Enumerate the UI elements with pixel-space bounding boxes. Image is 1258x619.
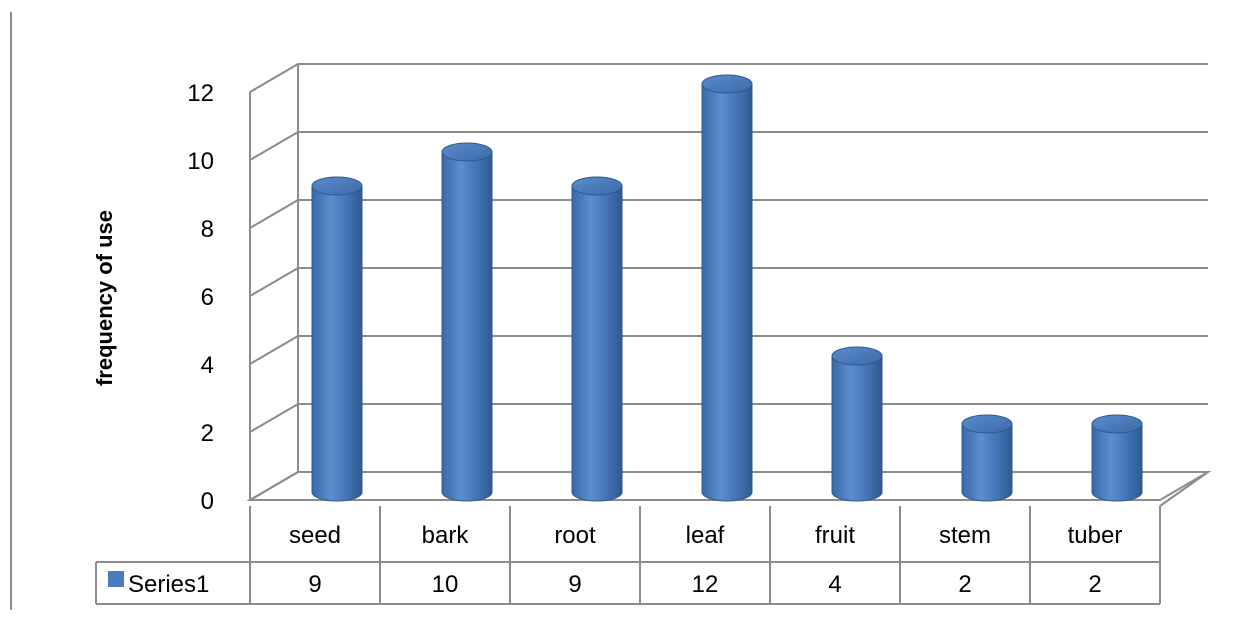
bar-cap xyxy=(701,74,753,94)
left-border-rule xyxy=(10,12,12,610)
data-table-value: 9 xyxy=(568,571,581,598)
bar xyxy=(571,176,623,502)
y-tick-label: 4 xyxy=(201,352,214,379)
bar xyxy=(311,176,363,502)
bar xyxy=(831,346,883,502)
bar-cap xyxy=(571,176,623,196)
table-rule xyxy=(1159,471,1209,507)
y-tick-label: 8 xyxy=(201,216,214,243)
category-label: stem xyxy=(939,522,991,549)
bar xyxy=(701,74,753,502)
y-tick-label: 6 xyxy=(201,284,214,311)
bar-cap xyxy=(441,142,493,162)
bar-body xyxy=(831,355,883,502)
side-gridline xyxy=(249,267,299,297)
y-axis-ticks: 0 2 4 6 8 10 12 xyxy=(187,80,214,515)
bar xyxy=(1091,414,1143,502)
side-gridline xyxy=(249,199,299,229)
data-table-value: 2 xyxy=(1088,571,1101,598)
legend-series-label: Series1 xyxy=(128,571,209,598)
y-tick-label: 12 xyxy=(187,80,214,107)
category-label: bark xyxy=(422,522,470,549)
bar-cap xyxy=(831,346,883,366)
category-label: fruit xyxy=(815,522,855,549)
bars xyxy=(311,74,1143,502)
y-tick-label: 2 xyxy=(201,420,214,447)
data-table-value: 9 xyxy=(308,571,321,598)
y-tick-label: 10 xyxy=(187,148,214,175)
bar-body xyxy=(571,185,623,502)
data-table: seed 9 bark 10 root 9 leaf 12 fruit 4 stem 2 tuber 2 S… xyxy=(95,471,1209,605)
bar xyxy=(961,414,1013,502)
side-gridline xyxy=(249,131,299,161)
bar-body xyxy=(701,83,753,502)
bar-cap xyxy=(311,176,363,196)
category-label: seed xyxy=(289,522,341,549)
bar xyxy=(441,142,493,502)
y-tick-label: 0 xyxy=(201,488,214,515)
bar-body xyxy=(1091,423,1143,502)
y-axis-label: frequency of use xyxy=(92,210,117,386)
side-gridline xyxy=(249,335,299,365)
data-table-value: 10 xyxy=(432,571,459,598)
data-table-value: 12 xyxy=(692,571,719,598)
bar-cap xyxy=(1091,414,1143,434)
category-label: leaf xyxy=(686,522,725,549)
category-label: tuber xyxy=(1068,522,1123,549)
data-table-value: 2 xyxy=(958,571,971,598)
bar-body xyxy=(441,151,493,502)
legend-swatch xyxy=(108,571,124,587)
category-label: root xyxy=(554,522,596,549)
bar-body xyxy=(961,423,1013,502)
side-gridline xyxy=(249,63,299,93)
data-table-value: 4 xyxy=(828,571,841,598)
side-gridline xyxy=(249,471,299,501)
bar-cap xyxy=(961,414,1013,434)
side-gridline xyxy=(249,403,299,433)
bar-body xyxy=(311,185,363,502)
